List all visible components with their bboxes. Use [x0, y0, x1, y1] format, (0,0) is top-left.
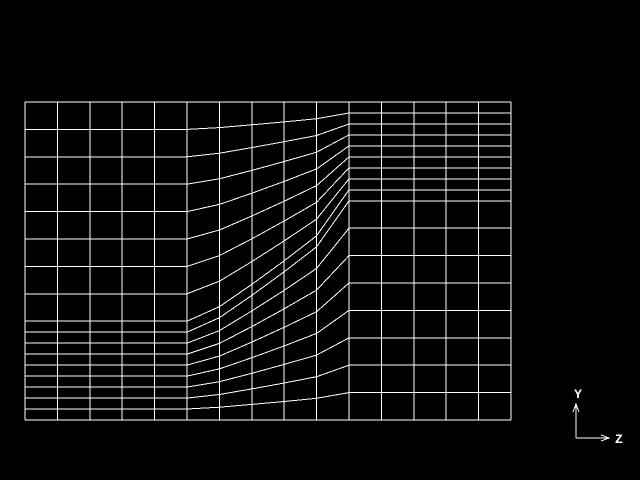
mesh-row-line	[25, 227, 511, 344]
mesh-row-line	[25, 200, 511, 333]
z-axis-label: Z	[615, 432, 623, 447]
mesh-row-line	[25, 178, 511, 295]
mesh-row-line	[25, 364, 511, 399]
axis-orientation-indicator: Y Z	[572, 387, 623, 447]
mesh-row-line	[25, 255, 511, 355]
y-axis-label: Y	[574, 387, 582, 402]
mesh-row-line	[25, 145, 511, 213]
mesh-grid	[24, 101, 512, 421]
mesh-row-line	[25, 134, 511, 185]
mesh-row-line	[25, 112, 511, 130]
mesh-row-line	[25, 309, 511, 377]
z-axis-arrowhead-icon	[600, 434, 611, 442]
mesh-row-line	[25, 337, 511, 388]
mesh-row-line	[25, 167, 511, 267]
mesh-row-line	[25, 392, 511, 410]
mesh-row-line	[25, 282, 511, 366]
mesh-row-line	[25, 189, 511, 322]
mesh-row-line	[25, 123, 511, 158]
y-axis-arrowhead-icon	[572, 402, 580, 413]
mesh-row-line	[25, 156, 511, 240]
